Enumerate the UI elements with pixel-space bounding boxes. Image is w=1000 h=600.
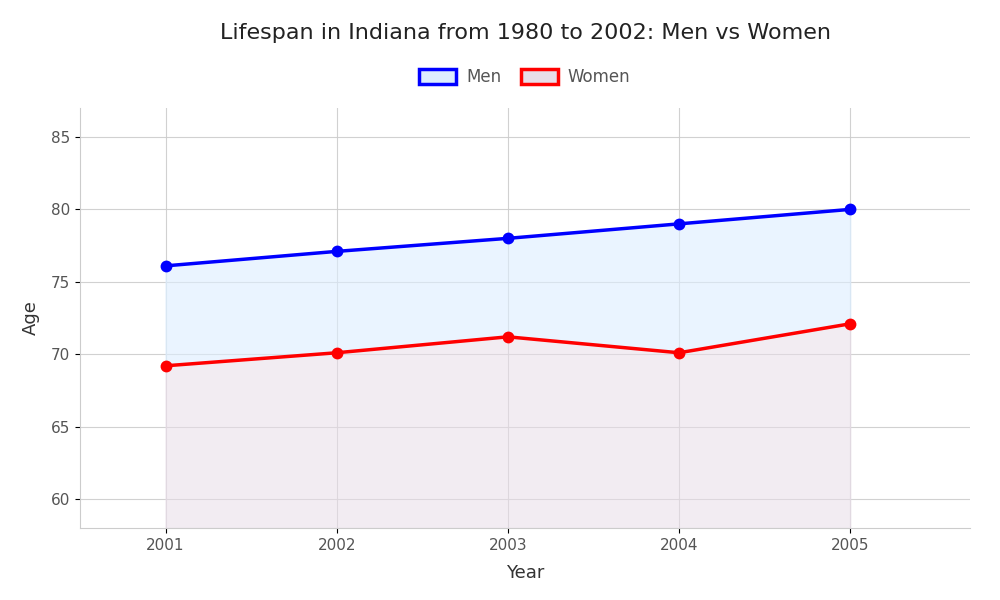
Legend: Men, Women: Men, Women bbox=[413, 62, 637, 93]
Title: Lifespan in Indiana from 1980 to 2002: Men vs Women: Lifespan in Indiana from 1980 to 2002: M… bbox=[220, 23, 830, 43]
X-axis label: Year: Year bbox=[506, 564, 544, 582]
Y-axis label: Age: Age bbox=[22, 301, 40, 335]
